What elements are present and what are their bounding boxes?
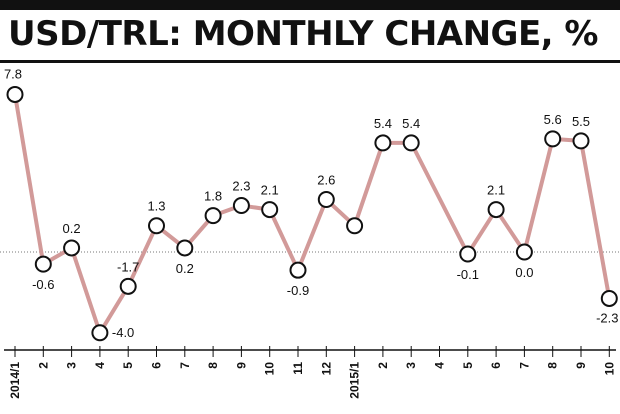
data-point xyxy=(317,190,335,208)
data-label: 2.1 xyxy=(261,183,279,198)
data-label: 1.8 xyxy=(204,189,222,204)
data-point xyxy=(487,201,505,219)
data-label: -0.9 xyxy=(287,283,309,298)
data-label: 0.2 xyxy=(63,221,81,236)
data-point xyxy=(572,132,590,150)
x-tick-label: 2014/1 xyxy=(8,362,22,399)
data-label: -4.0 xyxy=(112,325,134,340)
data-point xyxy=(515,243,533,261)
data-point xyxy=(6,85,24,103)
x-tick-label: 10 xyxy=(602,362,616,376)
x-tick-label: 3 xyxy=(404,362,418,369)
x-tick-label: 9 xyxy=(574,362,588,369)
data-label: 5.4 xyxy=(402,116,420,131)
x-tick-label: 11 xyxy=(291,362,305,375)
data-point xyxy=(459,245,477,263)
x-tick-label: 6 xyxy=(489,362,503,369)
data-label: -1.7 xyxy=(117,259,139,274)
data-point xyxy=(346,217,364,235)
data-label: 5.4 xyxy=(374,116,392,131)
x-tick-label: 12 xyxy=(319,362,333,376)
data-point xyxy=(91,324,109,342)
x-tick-label: 5 xyxy=(461,362,475,369)
data-point xyxy=(374,134,392,152)
data-label: 5.5 xyxy=(572,114,590,129)
x-tick-label: 7 xyxy=(178,362,192,369)
data-point xyxy=(402,134,420,152)
title-rule xyxy=(0,60,620,63)
x-tick-label: 2015/1 xyxy=(348,362,362,399)
x-tick-label: 5 xyxy=(121,362,135,369)
data-point xyxy=(176,239,194,257)
data-point xyxy=(148,217,165,235)
data-label: 5.6 xyxy=(544,112,562,127)
data-label: 2.3 xyxy=(232,179,250,194)
x-tick-label: 4 xyxy=(433,362,447,369)
x-tick-label: 8 xyxy=(546,362,560,369)
data-point xyxy=(261,201,279,219)
data-label: 2.6 xyxy=(317,172,335,187)
x-tick-label: 2 xyxy=(376,362,390,369)
data-point xyxy=(204,207,222,225)
data-label: 1.3 xyxy=(147,199,165,214)
x-tick-label: 10 xyxy=(263,362,277,376)
x-tick-label: 4 xyxy=(93,362,107,369)
top-bar xyxy=(0,0,620,10)
data-point xyxy=(289,261,307,279)
data-label: 2.1 xyxy=(487,183,505,198)
x-tick-label: 8 xyxy=(206,362,220,369)
x-tick-label: 7 xyxy=(517,362,531,369)
x-tick-label: 3 xyxy=(65,362,79,369)
data-point xyxy=(232,197,250,215)
data-label: 0.2 xyxy=(176,261,194,276)
data-label: -0.1 xyxy=(457,267,479,282)
data-label: -0.6 xyxy=(32,277,54,292)
data-point xyxy=(34,255,52,273)
data-point xyxy=(63,239,81,257)
chart-title: USD/TRL: MONTHLY CHANGE, % xyxy=(8,14,599,54)
data-point xyxy=(600,289,618,307)
data-label: -2.3 xyxy=(596,310,618,325)
x-tick-label: 9 xyxy=(234,362,248,369)
x-tick-label: 6 xyxy=(150,362,164,369)
data-point xyxy=(544,130,562,148)
data-label: 0.0 xyxy=(515,265,533,280)
series-line xyxy=(13,94,612,335)
data-point xyxy=(119,277,137,295)
data-label: 7.8 xyxy=(4,66,22,81)
x-tick-label: 2 xyxy=(36,362,50,369)
